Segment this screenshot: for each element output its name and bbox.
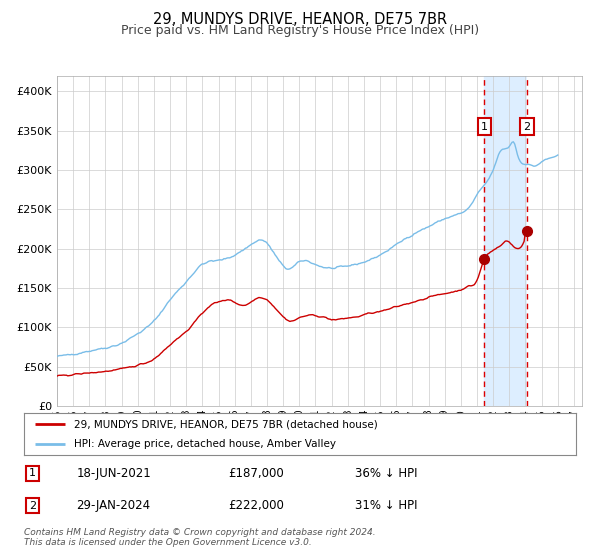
Text: Contains HM Land Registry data © Crown copyright and database right 2024.
This d: Contains HM Land Registry data © Crown c…: [24, 528, 376, 547]
Text: 1: 1: [29, 468, 36, 478]
Text: 2: 2: [523, 122, 530, 132]
Text: £187,000: £187,000: [228, 467, 284, 480]
Text: 1: 1: [481, 122, 488, 132]
Text: 29, MUNDYS DRIVE, HEANOR, DE75 7BR (detached house): 29, MUNDYS DRIVE, HEANOR, DE75 7BR (deta…: [74, 419, 377, 430]
Text: 29-JAN-2024: 29-JAN-2024: [76, 499, 151, 512]
Bar: [527, 76, 582, 406]
Text: 2: 2: [29, 501, 36, 511]
Text: 31% ↓ HPI: 31% ↓ HPI: [355, 499, 418, 512]
Text: 36% ↓ HPI: 36% ↓ HPI: [355, 467, 418, 480]
Text: HPI: Average price, detached house, Amber Valley: HPI: Average price, detached house, Ambe…: [74, 438, 335, 449]
Text: £222,000: £222,000: [228, 499, 284, 512]
Text: Price paid vs. HM Land Registry's House Price Index (HPI): Price paid vs. HM Land Registry's House …: [121, 24, 479, 36]
Bar: [484, 76, 527, 406]
Text: 29, MUNDYS DRIVE, HEANOR, DE75 7BR: 29, MUNDYS DRIVE, HEANOR, DE75 7BR: [153, 12, 447, 27]
Bar: [527, 76, 582, 406]
Text: 18-JUN-2021: 18-JUN-2021: [76, 467, 151, 480]
